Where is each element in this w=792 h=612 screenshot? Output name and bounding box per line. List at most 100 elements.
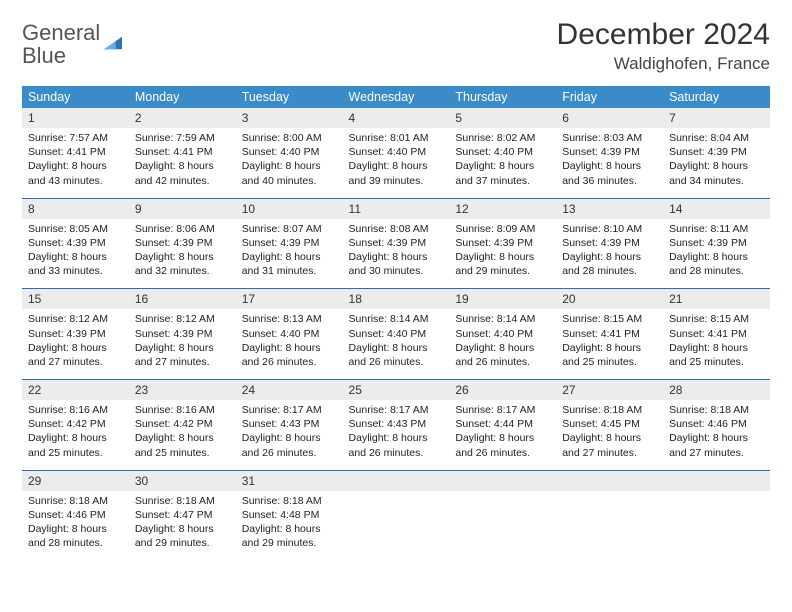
day-day1: Daylight: 8 hours [455, 250, 550, 264]
day-cell [556, 491, 663, 561]
day-day1: Daylight: 8 hours [562, 250, 657, 264]
day-day2: and 26 minutes. [349, 446, 444, 460]
day-number: 3 [236, 108, 343, 128]
day-day2: and 33 minutes. [28, 264, 123, 278]
day-sunset: Sunset: 4:39 PM [562, 236, 657, 250]
day-header: Tuesday [236, 86, 343, 108]
day-day1: Daylight: 8 hours [28, 159, 123, 173]
day-day1: Daylight: 8 hours [562, 431, 657, 445]
day-cell: Sunrise: 8:18 AMSunset: 4:48 PMDaylight:… [236, 491, 343, 561]
day-cell [343, 491, 450, 561]
day-number: 22 [22, 380, 129, 401]
day-day2: and 26 minutes. [455, 446, 550, 460]
day-number: 5 [449, 108, 556, 128]
day-sunrise: Sunrise: 8:15 AM [669, 312, 764, 326]
day-sunrise: Sunrise: 8:14 AM [455, 312, 550, 326]
day-sunset: Sunset: 4:39 PM [242, 236, 337, 250]
day-sunrise: Sunrise: 8:07 AM [242, 222, 337, 236]
day-number: 31 [236, 470, 343, 491]
day-sunrise: Sunrise: 8:01 AM [349, 131, 444, 145]
day-day1: Daylight: 8 hours [669, 431, 764, 445]
day-day1: Daylight: 8 hours [28, 431, 123, 445]
day-number [449, 470, 556, 491]
day-sunrise: Sunrise: 8:16 AM [28, 403, 123, 417]
day-day2: and 32 minutes. [135, 264, 230, 278]
day-number-row: 1234567 [22, 108, 770, 128]
day-sunset: Sunset: 4:43 PM [242, 417, 337, 431]
day-day2: and 37 minutes. [455, 174, 550, 188]
day-cell: Sunrise: 8:05 AMSunset: 4:39 PMDaylight:… [22, 219, 129, 289]
calendar-page: General Blue December 2024 Waldighofen, … [0, 0, 792, 578]
day-sunrise: Sunrise: 8:17 AM [349, 403, 444, 417]
day-day1: Daylight: 8 hours [135, 341, 230, 355]
day-day1: Daylight: 8 hours [28, 250, 123, 264]
day-day1: Daylight: 8 hours [455, 341, 550, 355]
day-data-row: Sunrise: 8:12 AMSunset: 4:39 PMDaylight:… [22, 309, 770, 379]
day-number: 30 [129, 470, 236, 491]
day-sunset: Sunset: 4:40 PM [242, 145, 337, 159]
day-cell: Sunrise: 8:10 AMSunset: 4:39 PMDaylight:… [556, 219, 663, 289]
day-sunrise: Sunrise: 8:00 AM [242, 131, 337, 145]
day-number: 8 [22, 198, 129, 219]
day-sunrise: Sunrise: 8:08 AM [349, 222, 444, 236]
day-header: Friday [556, 86, 663, 108]
day-cell: Sunrise: 8:15 AMSunset: 4:41 PMDaylight:… [556, 309, 663, 379]
day-day2: and 27 minutes. [669, 446, 764, 460]
day-day1: Daylight: 8 hours [349, 431, 444, 445]
day-number: 17 [236, 289, 343, 310]
day-cell: Sunrise: 8:08 AMSunset: 4:39 PMDaylight:… [343, 219, 450, 289]
day-cell: Sunrise: 8:06 AMSunset: 4:39 PMDaylight:… [129, 219, 236, 289]
day-sunset: Sunset: 4:39 PM [669, 145, 764, 159]
day-day2: and 27 minutes. [562, 446, 657, 460]
day-day2: and 40 minutes. [242, 174, 337, 188]
day-cell: Sunrise: 8:18 AMSunset: 4:47 PMDaylight:… [129, 491, 236, 561]
day-sunset: Sunset: 4:40 PM [242, 327, 337, 341]
day-day2: and 29 minutes. [242, 536, 337, 550]
day-day1: Daylight: 8 hours [242, 341, 337, 355]
day-cell: Sunrise: 8:12 AMSunset: 4:39 PMDaylight:… [129, 309, 236, 379]
day-sunrise: Sunrise: 8:18 AM [242, 494, 337, 508]
day-header-row: SundayMondayTuesdayWednesdayThursdayFrid… [22, 86, 770, 108]
day-sunset: Sunset: 4:41 PM [669, 327, 764, 341]
day-day1: Daylight: 8 hours [28, 341, 123, 355]
day-number-row: 891011121314 [22, 198, 770, 219]
day-day2: and 30 minutes. [349, 264, 444, 278]
day-cell: Sunrise: 8:17 AMSunset: 4:43 PMDaylight:… [236, 400, 343, 470]
day-sunset: Sunset: 4:42 PM [28, 417, 123, 431]
day-header: Saturday [663, 86, 770, 108]
day-cell: Sunrise: 8:17 AMSunset: 4:43 PMDaylight:… [343, 400, 450, 470]
day-number: 29 [22, 470, 129, 491]
day-day1: Daylight: 8 hours [242, 159, 337, 173]
day-cell: Sunrise: 8:03 AMSunset: 4:39 PMDaylight:… [556, 128, 663, 198]
day-sunrise: Sunrise: 8:05 AM [28, 222, 123, 236]
day-sunrise: Sunrise: 8:18 AM [28, 494, 123, 508]
day-cell: Sunrise: 8:17 AMSunset: 4:44 PMDaylight:… [449, 400, 556, 470]
day-number: 10 [236, 198, 343, 219]
day-cell [449, 491, 556, 561]
day-day2: and 31 minutes. [242, 264, 337, 278]
day-sunset: Sunset: 4:46 PM [28, 508, 123, 522]
day-day2: and 25 minutes. [669, 355, 764, 369]
day-number: 9 [129, 198, 236, 219]
day-day1: Daylight: 8 hours [669, 250, 764, 264]
day-day2: and 26 minutes. [455, 355, 550, 369]
logo-word2: Blue [22, 43, 66, 68]
logo: General Blue [22, 18, 122, 68]
day-number: 7 [663, 108, 770, 128]
day-number: 6 [556, 108, 663, 128]
day-sunset: Sunset: 4:40 PM [349, 327, 444, 341]
day-cell: Sunrise: 8:02 AMSunset: 4:40 PMDaylight:… [449, 128, 556, 198]
day-day1: Daylight: 8 hours [28, 522, 123, 536]
day-day1: Daylight: 8 hours [242, 250, 337, 264]
day-day1: Daylight: 8 hours [455, 431, 550, 445]
day-sunset: Sunset: 4:48 PM [242, 508, 337, 522]
day-cell: Sunrise: 8:07 AMSunset: 4:39 PMDaylight:… [236, 219, 343, 289]
day-number: 2 [129, 108, 236, 128]
day-number [663, 470, 770, 491]
day-day2: and 27 minutes. [28, 355, 123, 369]
day-sunrise: Sunrise: 7:59 AM [135, 131, 230, 145]
page-title: December 2024 [557, 18, 770, 52]
day-number-row: 293031 [22, 470, 770, 491]
day-sunrise: Sunrise: 8:11 AM [669, 222, 764, 236]
day-number: 11 [343, 198, 450, 219]
